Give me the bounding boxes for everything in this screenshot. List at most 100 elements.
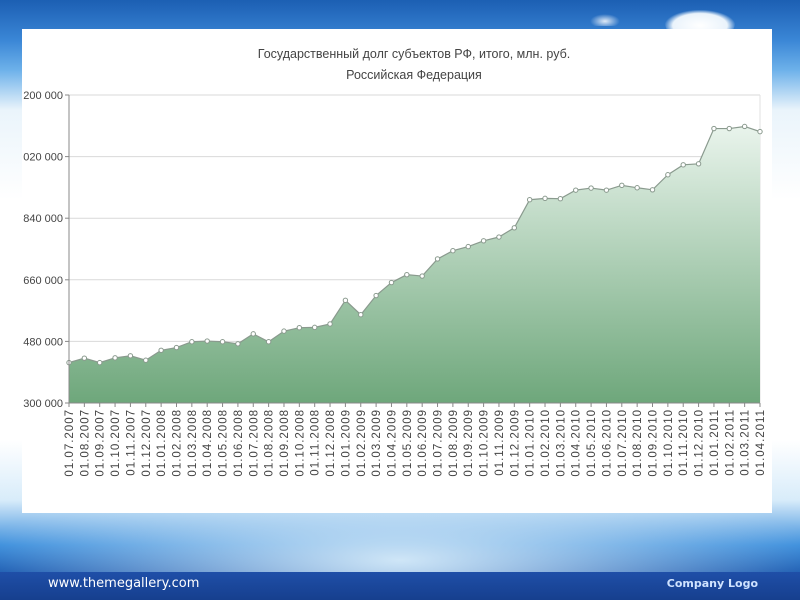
x-tick-label: 01.12.2008 xyxy=(325,409,337,477)
data-point xyxy=(450,248,456,254)
data-point xyxy=(511,225,518,231)
x-tick-label: 01.02.2010 xyxy=(540,409,552,477)
x-tick-label: 01.07.2007 xyxy=(64,409,76,477)
data-point xyxy=(204,338,210,344)
x-tick-label: 01.10.2008 xyxy=(294,409,306,477)
x-tick-label: 01.03.2008 xyxy=(187,409,199,477)
data-point xyxy=(404,271,410,278)
x-tick-label: 01.02.2008 xyxy=(171,409,183,477)
x-axis: 01.07.2007 01.08.2007 01.09.2007 01.10.2007… xyxy=(64,402,767,477)
data-point xyxy=(741,123,748,130)
data-point xyxy=(235,341,241,347)
x-tick-label: 01.12.2009 xyxy=(509,409,521,477)
chart-area xyxy=(68,125,761,403)
x-tick-label: 01.07.2010 xyxy=(617,409,629,477)
data-point xyxy=(757,128,763,135)
series-line xyxy=(68,125,761,364)
data-point xyxy=(219,339,226,345)
x-tick-label: 01.06.2010 xyxy=(601,409,613,477)
data-point xyxy=(619,182,625,189)
y-tick-label: 1 020 000 xyxy=(22,152,63,164)
data-point xyxy=(296,325,303,331)
x-tick-label: 01.01.2011 xyxy=(709,409,721,476)
y-axis: 300 000 480 000 660 000 840 000 1 020 000 1 2… xyxy=(14,90,70,410)
area-fill xyxy=(69,126,760,403)
data-point xyxy=(557,195,564,202)
data-point xyxy=(373,292,379,299)
x-tick-label: 01.11.2008 xyxy=(310,409,322,476)
chart-panel: Государственный долг субъектов РФ, итого… xyxy=(14,29,772,513)
x-tick-label: 01.08.2007 xyxy=(79,409,91,477)
data-point xyxy=(419,273,425,279)
x-tick-label: 01.08.2008 xyxy=(264,409,276,477)
x-tick-label: 01.10.2007 xyxy=(110,409,122,477)
x-tick-label: 01.01.2008 xyxy=(156,409,168,477)
data-point xyxy=(526,197,533,203)
data-point xyxy=(158,347,164,353)
data-point xyxy=(588,185,594,191)
cloud-decoration-small xyxy=(590,14,620,26)
footer-bar xyxy=(0,572,800,600)
data-point xyxy=(480,238,487,244)
x-tick-label: 01.04.2008 xyxy=(202,409,214,477)
x-tick-label: 01.06.2008 xyxy=(233,409,245,477)
x-tick-label: 01.07.2008 xyxy=(248,409,260,477)
data-point xyxy=(281,328,287,334)
y-tick-label: 480 000 xyxy=(23,336,63,348)
data-point xyxy=(726,125,732,132)
x-tick-label: 01.03.2009 xyxy=(371,409,383,477)
x-tick-label: 01.08.2010 xyxy=(632,409,644,477)
x-tick-label: 01.07.2009 xyxy=(433,409,445,477)
x-tick-label: 01.12.2010 xyxy=(694,409,706,477)
data-point xyxy=(603,187,610,193)
data-point xyxy=(342,297,349,304)
data-point xyxy=(434,256,441,262)
x-tick-label: 01.12.2007 xyxy=(141,409,153,477)
data-point xyxy=(542,195,548,202)
data-point xyxy=(265,339,272,345)
data-point xyxy=(711,125,717,132)
y-tick-label: 1 200 000 xyxy=(22,90,63,102)
x-tick-label: 01.08.2009 xyxy=(448,409,460,477)
data-point xyxy=(250,331,256,337)
chart-subtitle: Российская Федерация xyxy=(346,68,482,82)
data-point xyxy=(127,353,134,359)
x-tick-label: 01.04.2009 xyxy=(386,409,398,477)
company-logo: Company Logo xyxy=(666,577,758,590)
x-tick-label: 01.05.2009 xyxy=(402,409,414,477)
data-point xyxy=(465,243,471,250)
x-tick-label: 01.09.2010 xyxy=(648,409,660,477)
x-tick-label: 01.02.2009 xyxy=(356,409,368,477)
data-point xyxy=(573,187,579,193)
x-tick-label: 01.04.2010 xyxy=(571,409,583,477)
x-tick-label: 01.05.2010 xyxy=(586,409,598,477)
data-point xyxy=(173,344,180,351)
data-point xyxy=(634,185,640,191)
y-tick-label: 300 000 xyxy=(23,398,63,410)
chart-points xyxy=(66,123,763,366)
data-point xyxy=(496,234,502,240)
x-tick-label: 01.11.2010 xyxy=(678,409,690,476)
data-point xyxy=(665,172,671,178)
x-tick-label: 01.06.2009 xyxy=(417,409,429,477)
data-point xyxy=(189,339,195,345)
x-tick-label: 01.01.2009 xyxy=(340,409,352,477)
x-tick-label: 01.03.2011 xyxy=(740,409,752,476)
chart-title: Государственный долг субъектов РФ, итого… xyxy=(258,47,570,61)
x-tick-label: 01.09.2008 xyxy=(279,409,291,477)
x-tick-label: 01.11.2007 xyxy=(125,409,137,476)
data-point xyxy=(311,324,318,331)
x-tick-label: 01.04.2011 xyxy=(755,409,767,476)
footer-url[interactable]: www.themegallery.com xyxy=(48,576,200,591)
y-tick-label: 660 000 xyxy=(23,275,63,287)
data-point xyxy=(112,355,118,361)
y-tick-label: 840 000 xyxy=(23,213,63,225)
data-point xyxy=(680,162,686,168)
data-point xyxy=(649,187,656,193)
x-tick-label: 01.02.2011 xyxy=(724,409,736,476)
debt-area-chart: Государственный долг субъектов РФ, итого… xyxy=(14,47,767,477)
x-tick-label: 01.09.2007 xyxy=(95,409,107,477)
x-tick-label: 01.09.2009 xyxy=(463,409,475,477)
data-point xyxy=(327,321,333,327)
data-point xyxy=(388,279,395,286)
